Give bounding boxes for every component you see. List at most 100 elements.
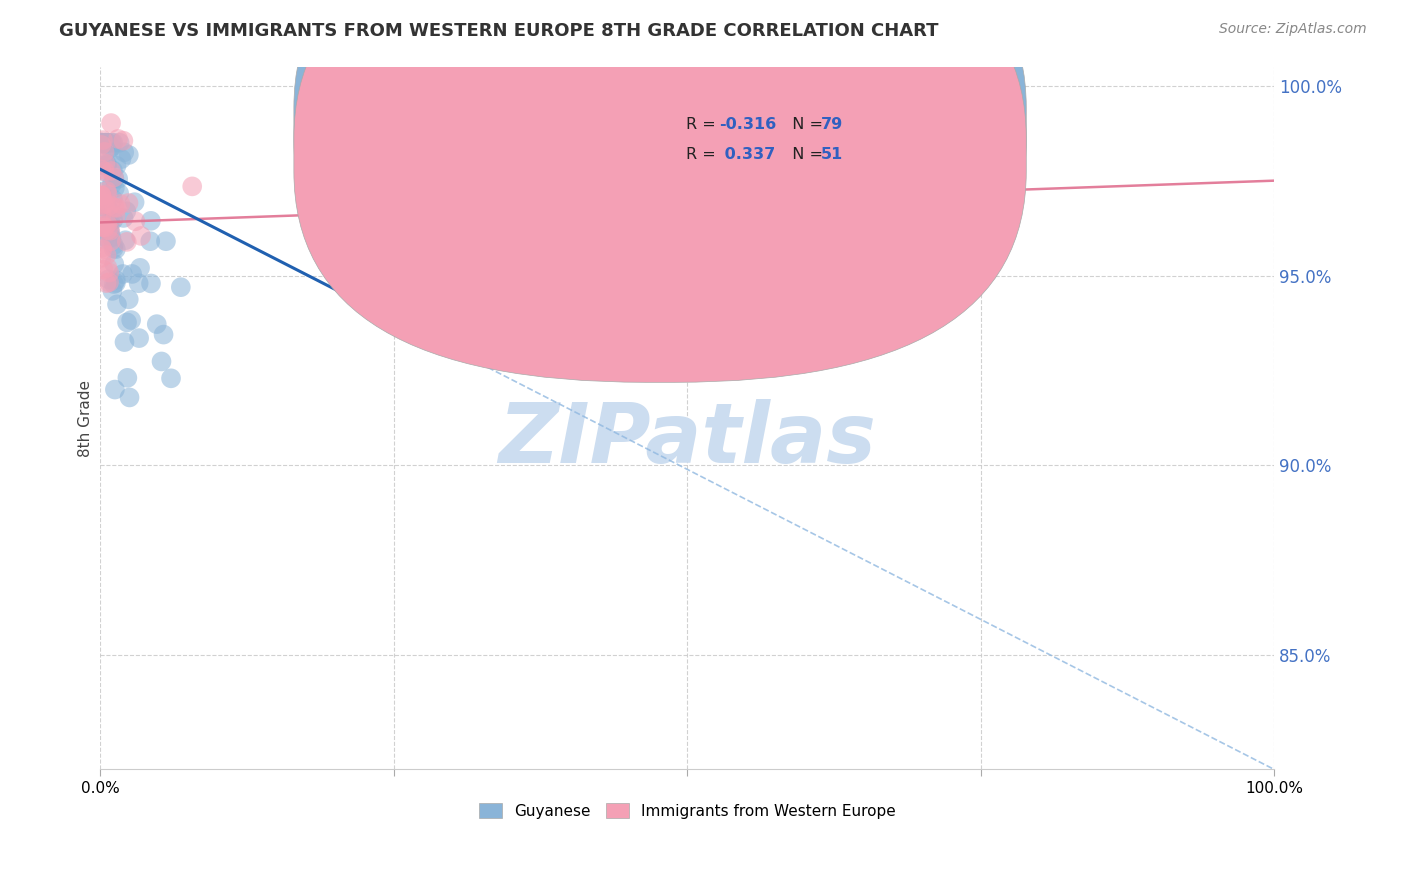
Point [93,145,115,159]
Point [118,391,141,405]
Point [582,260,605,275]
Point [90,136,112,150]
Point [101,163,124,178]
Point [90,208,112,222]
Point [117,371,139,385]
Point [103,213,125,227]
Point [118,293,141,307]
Point [96,260,118,275]
Point [101,136,124,150]
Point [98,198,121,212]
Point [96,136,118,150]
Point [115,235,138,249]
Text: GUYANESE VS IMMIGRANTS FROM WESTERN EUROPE 8TH GRADE CORRELATION CHART: GUYANESE VS IMMIGRANTS FROM WESTERN EURO… [59,22,939,40]
Point [118,148,141,162]
Point [90,198,112,212]
Point [98,266,121,280]
Point [139,214,162,228]
Text: 0.337: 0.337 [718,147,775,162]
Text: N =: N = [782,147,828,162]
Point [101,192,124,206]
Point [101,284,124,298]
Point [111,267,134,281]
Point [94,136,117,150]
Point [90,241,112,255]
Point [115,315,138,329]
Point [90,136,112,150]
Point [96,184,118,198]
Point [103,136,125,150]
Point [96,276,118,290]
Point [91,197,114,211]
Point [152,327,174,342]
Point [104,242,127,256]
Point [121,267,143,281]
Point [100,140,122,154]
Point [96,187,118,202]
Point [94,220,117,235]
Point [90,162,112,177]
Point [108,186,131,201]
Point [90,137,112,152]
FancyBboxPatch shape [294,0,1026,383]
Point [124,195,146,210]
Y-axis label: 8th Grade: 8th Grade [79,379,93,457]
Point [96,217,118,231]
Point [145,317,167,331]
Point [97,272,120,286]
Point [91,133,114,147]
Point [96,248,118,262]
Point [101,178,124,192]
Point [96,157,118,171]
Point [97,136,120,150]
Point [110,197,132,211]
Point [90,188,112,202]
Point [128,331,150,345]
Point [93,198,115,212]
Point [129,228,152,243]
Text: -0.316: -0.316 [718,117,776,132]
Point [155,234,177,248]
Point [105,159,128,173]
Point [103,170,125,185]
Point [115,204,138,219]
Point [107,171,129,186]
Text: R =: R = [686,147,721,162]
Point [100,164,122,178]
Point [104,201,127,215]
Point [91,243,114,257]
Point [160,371,183,385]
Point [181,179,204,194]
Point [117,196,139,211]
Point [114,233,136,247]
Point [97,223,120,237]
Point [114,335,136,350]
Point [90,232,112,246]
Point [98,225,121,239]
Point [94,156,117,170]
Point [100,116,122,130]
Point [128,277,150,291]
Legend: Guyanese, Immigrants from Western Europe: Guyanese, Immigrants from Western Europe [472,797,901,825]
Point [94,230,117,244]
Point [98,275,121,289]
Point [93,220,115,235]
Point [110,152,132,166]
Point [98,215,121,229]
Point [170,280,193,294]
Point [103,238,125,252]
Point [97,166,120,180]
Point [104,181,127,195]
Point [94,136,117,150]
Text: 51: 51 [821,147,844,162]
Point [104,383,127,397]
Point [98,223,121,237]
Point [103,242,125,256]
Point [91,219,114,233]
Point [347,193,370,207]
Point [93,145,115,159]
Point [98,212,121,227]
Point [103,277,125,291]
Point [150,354,173,368]
Point [969,78,991,93]
